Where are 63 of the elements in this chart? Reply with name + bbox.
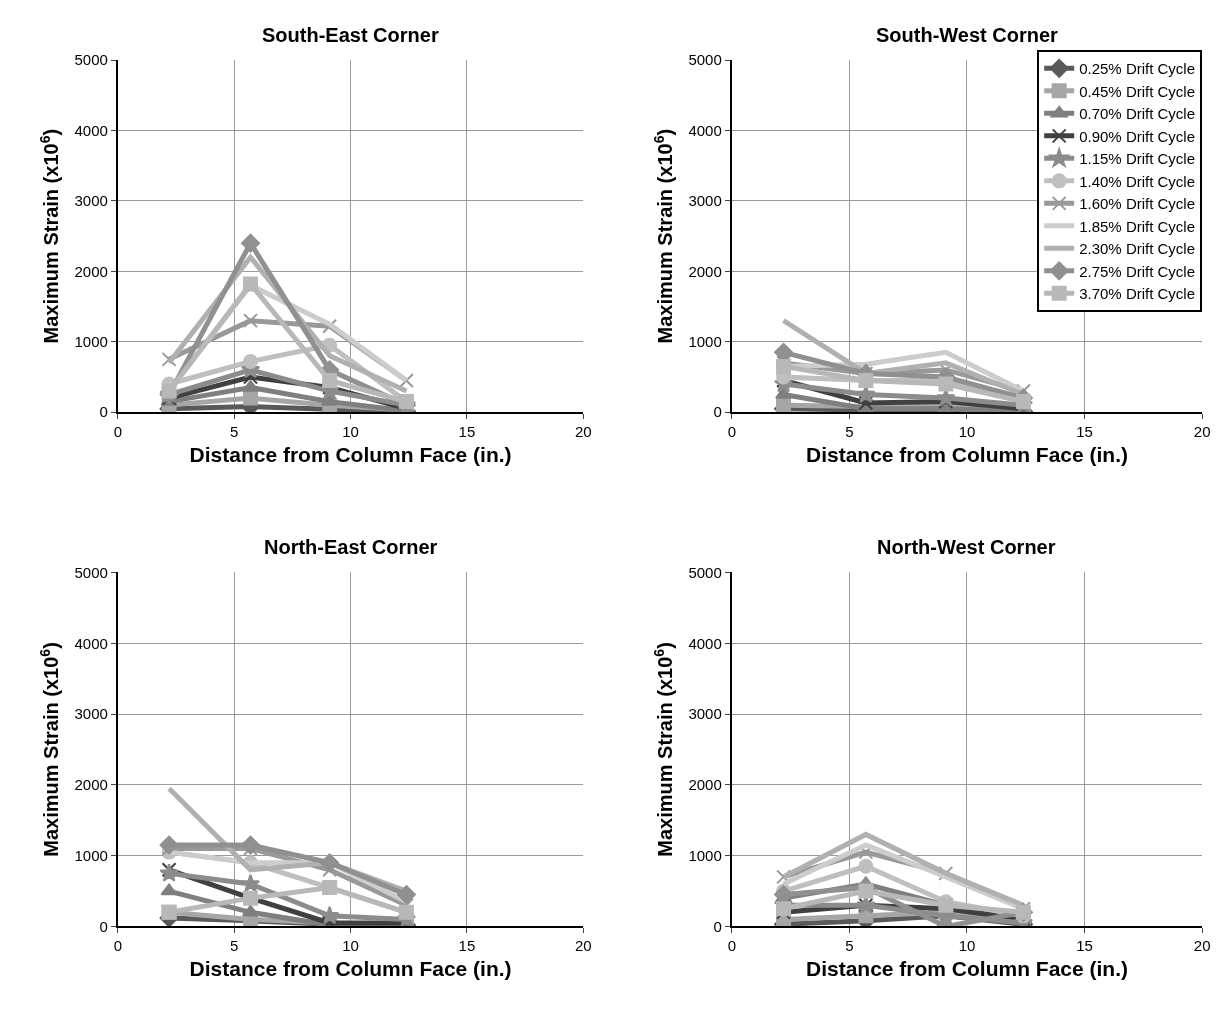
y-tick-label: 4000 bbox=[74, 634, 108, 652]
x-tick-label: 10 bbox=[958, 937, 976, 955]
y-tick-label: 2000 bbox=[74, 262, 108, 280]
x-tick-label: 0 bbox=[727, 423, 736, 441]
y-tick-label: 1000 bbox=[74, 333, 108, 351]
x-tick-label: 10 bbox=[342, 423, 359, 441]
x-tick-label: 0 bbox=[113, 937, 123, 955]
y-tick-label: 1000 bbox=[688, 846, 722, 864]
y-tick-label: 0 bbox=[99, 403, 108, 421]
chart-title: North-West Corner bbox=[877, 536, 1056, 558]
y-tick-label: 5000 bbox=[688, 563, 722, 581]
y-tick-label: 5000 bbox=[688, 51, 722, 69]
legend-label: 0.90% Drift Cycle bbox=[1079, 127, 1196, 145]
x-tick-label: 15 bbox=[1076, 937, 1093, 955]
y-tick-label: 5000 bbox=[74, 563, 108, 581]
y-tick-label: 3000 bbox=[688, 705, 722, 723]
y-tick-label: 1000 bbox=[688, 333, 722, 351]
chart-title: South-West Corner bbox=[876, 24, 1059, 46]
x-tick-label: 15 bbox=[1076, 423, 1093, 441]
y-tick-label: 1000 bbox=[74, 846, 108, 864]
legend-label: 0.25% Drift Cycle bbox=[1079, 60, 1196, 78]
y-tick-label: 0 bbox=[713, 403, 722, 421]
chart-title: North-East Corner bbox=[264, 536, 438, 558]
x-tick-label: 0 bbox=[113, 423, 123, 441]
y-tick-label: 3000 bbox=[688, 192, 722, 210]
x-tick-label: 10 bbox=[958, 423, 976, 441]
y-tick-label: 3000 bbox=[74, 192, 108, 210]
y-tick-label: 2000 bbox=[74, 776, 108, 794]
x-tick-label: 15 bbox=[458, 937, 476, 955]
x-tick-label: 20 bbox=[574, 423, 592, 441]
x-tick-label: 10 bbox=[342, 937, 359, 955]
x-tick-label: 20 bbox=[1193, 423, 1211, 441]
y-tick-label: 2000 bbox=[688, 776, 722, 794]
y-tick-label: 0 bbox=[713, 917, 722, 935]
y-tick-label: 5000 bbox=[74, 51, 108, 69]
y-tick-label: 3000 bbox=[74, 705, 108, 723]
legend-label: 0.70% Drift Cycle bbox=[1079, 105, 1196, 123]
legend-label: 2.30% Drift Cycle bbox=[1079, 240, 1196, 258]
legend-label: 1.15% Drift Cycle bbox=[1079, 150, 1196, 168]
x-tick-label: 20 bbox=[574, 937, 592, 955]
legend-label: 1.85% Drift Cycle bbox=[1079, 217, 1196, 235]
y-tick-label: 4000 bbox=[688, 634, 722, 652]
y-tick-label: 2000 bbox=[688, 262, 722, 280]
y-tick-label: 0 bbox=[99, 917, 108, 935]
x-tick-label: 5 bbox=[230, 937, 239, 955]
legend-label: 0.45% Drift Cycle bbox=[1079, 82, 1196, 100]
legend-label: 1.40% Drift Cycle bbox=[1079, 172, 1196, 190]
x-tick-label: 20 bbox=[1193, 937, 1211, 955]
x-axis-title: Distance from Column Face (in.) bbox=[189, 957, 512, 981]
y-tick-label: 4000 bbox=[688, 121, 722, 139]
chart-title: South-East Corner bbox=[262, 24, 439, 46]
x-tick-label: 5 bbox=[230, 423, 239, 441]
x-axis-title: Distance from Column Face (in.) bbox=[805, 957, 1129, 981]
x-tick-label: 5 bbox=[845, 423, 854, 441]
legend-label: 2.75% Drift Cycle bbox=[1079, 262, 1196, 280]
x-tick-label: 5 bbox=[845, 937, 854, 955]
legend-label: 3.70% Drift Cycle bbox=[1079, 285, 1196, 303]
x-tick-label: 0 bbox=[727, 937, 736, 955]
y-tick-label: 4000 bbox=[74, 121, 108, 139]
legend-label: 1.60% Drift Cycle bbox=[1079, 195, 1196, 213]
x-tick-label: 15 bbox=[458, 423, 476, 441]
x-axis-title: Distance from Column Face (in.) bbox=[805, 442, 1129, 466]
x-axis-title: Distance from Column Face (in.) bbox=[189, 442, 512, 466]
